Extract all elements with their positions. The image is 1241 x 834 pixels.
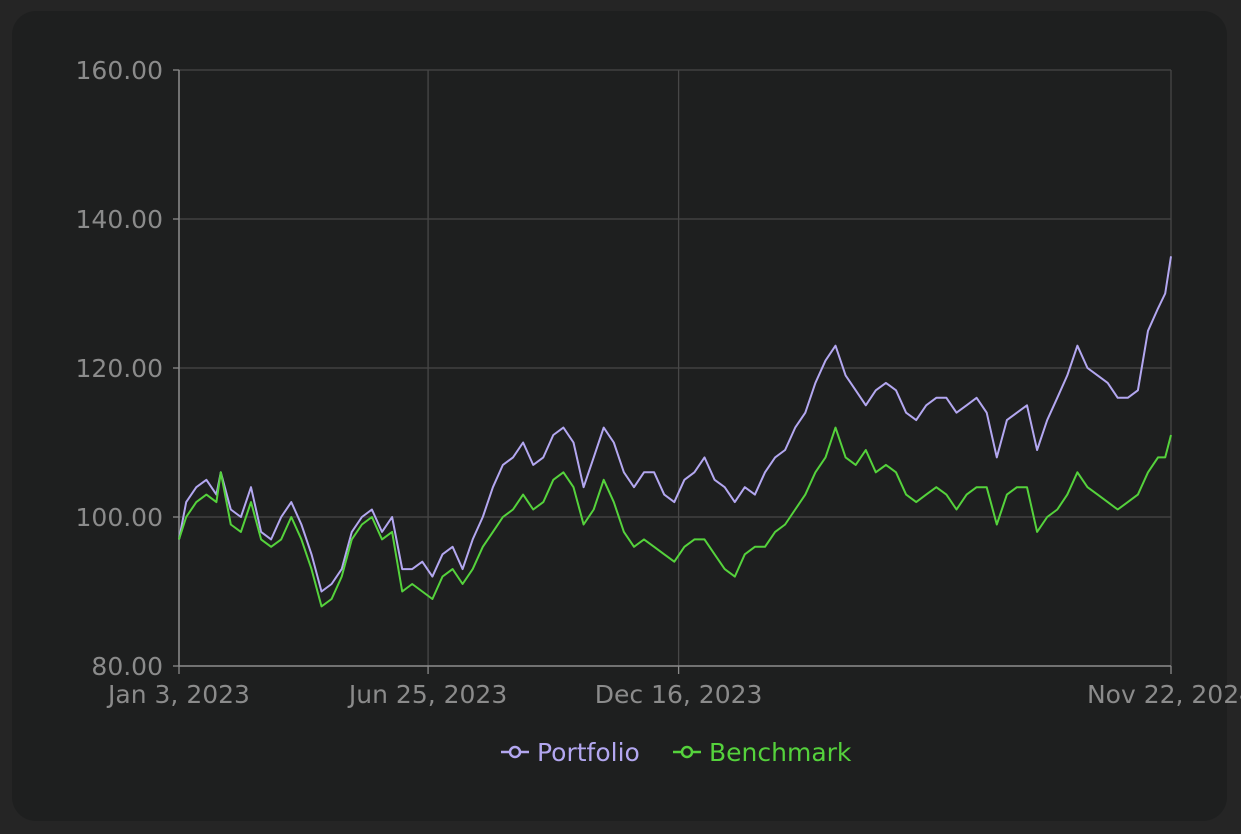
y-tick-label: 160.00 [76, 56, 163, 85]
x-tick-label: Nov 22, 2024 [1087, 680, 1241, 709]
legend-item-benchmark[interactable]: Benchmark [673, 738, 852, 767]
legend-marker-dot [508, 745, 522, 759]
y-tick-label: 120.00 [76, 354, 163, 383]
grid-lines [178, 69, 1172, 667]
tick-labels: 80.00 100.00 120.00 140.00 160.00 Jan 3, 2023… [76, 56, 1241, 709]
y-tick-label: 80.00 [91, 652, 163, 681]
y-tick-label: 100.00 [76, 503, 163, 532]
legend[interactable]: Portfolio Benchmark [501, 738, 852, 767]
chart-card [12, 11, 1227, 821]
series-line-portfolio [178, 256, 1172, 593]
x-tick-label: Jan 3, 2023 [106, 680, 250, 709]
axes [173, 69, 1172, 674]
y-tick-label: 140.00 [76, 205, 163, 234]
x-tick-label: Dec 16, 2023 [595, 680, 763, 709]
legend-label: Portfolio [537, 738, 640, 767]
legend-label: Benchmark [709, 738, 852, 767]
series-line-benchmark [178, 426, 1172, 608]
legend-marker-dot [680, 745, 694, 759]
legend-item-portfolio[interactable]: Portfolio [501, 738, 640, 767]
series-lines [178, 256, 1172, 608]
x-tick-label: Jun 25, 2023 [347, 680, 507, 709]
